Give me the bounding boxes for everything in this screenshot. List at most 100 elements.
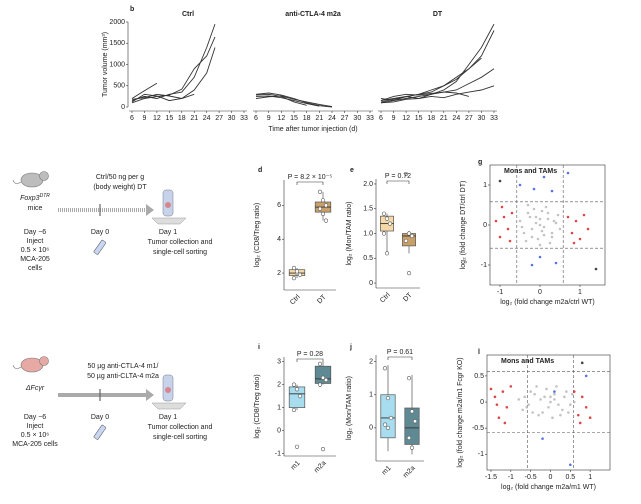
growth-curve: [131, 36, 216, 104]
gene-point: [550, 231, 554, 235]
y-axis-label: log₂ (CD8/Treg ratio): [254, 374, 261, 438]
x-tick-label: 9: [142, 115, 146, 122]
data-point: [317, 189, 323, 194]
data-point: [403, 171, 409, 177]
panel-letter: e: [350, 167, 354, 174]
gene-point: [552, 219, 556, 223]
mouse-strain-name: Foxp3: [20, 195, 40, 202]
data-point: [388, 415, 394, 421]
collection-text: Tumor collection and: [148, 424, 213, 431]
panel-letter: b: [130, 6, 134, 13]
growth-curve: [380, 30, 495, 102]
gene-point: [566, 215, 570, 219]
gene-point: [493, 395, 497, 399]
sorting-platform: [151, 402, 187, 410]
data-point: [297, 394, 303, 399]
data-point: [291, 382, 297, 387]
category-label: m1: [290, 460, 302, 472]
gene-point: [498, 235, 502, 239]
x-tick-label: 27: [341, 115, 349, 122]
gene-point: [546, 217, 550, 221]
gene-point: [548, 241, 552, 245]
box: [404, 407, 420, 445]
category-label: Ctrl: [289, 293, 302, 306]
y-tick-label: -1: [478, 451, 484, 458]
gene-point: [520, 225, 524, 229]
x-tick-label: -1.5: [485, 474, 497, 481]
gene-point: [561, 408, 564, 412]
x-tick-label: 24: [452, 115, 460, 122]
treatment-text: 50 µg anti-CTLA-4 m1/: [88, 363, 159, 370]
x-tick-label: 6: [130, 115, 134, 122]
x-tick-label: 9: [267, 115, 271, 122]
gene-point: [557, 403, 560, 406]
data-point: [406, 271, 412, 276]
gene-point: [518, 183, 522, 187]
x-tick-label: 0: [538, 289, 542, 296]
y-tick-label: -1: [481, 262, 487, 269]
data-point: [317, 361, 323, 367]
significance-bracket: [296, 358, 324, 362]
x-tick-label: 30: [228, 115, 236, 122]
data-point: [320, 198, 326, 203]
y-tick-label: 0: [480, 399, 484, 406]
gene-point: [550, 189, 554, 193]
x-tick-label: 15: [415, 115, 423, 122]
data-point: [323, 203, 329, 208]
arrow-head: [146, 204, 154, 216]
data-point: [320, 375, 326, 380]
x-tick-label: 18: [427, 115, 435, 122]
treatment-text: (body weight) DT: [93, 184, 147, 191]
x-tick-label: 21: [440, 115, 448, 122]
collection-text: single-cell sorting: [153, 434, 207, 441]
gene-point: [518, 219, 522, 223]
x-tick-label: 1: [588, 474, 592, 481]
y-tick-label: 1: [483, 182, 487, 189]
gene-point: [533, 392, 536, 396]
sorting-platform: [151, 217, 187, 225]
day0-label: Day 0: [91, 229, 109, 236]
y-tick-label: 2: [277, 270, 281, 277]
gene-point: [550, 235, 554, 239]
inject-text: cells: [28, 265, 43, 272]
gene-point: [578, 421, 582, 425]
gene-point: [541, 437, 544, 440]
gene-point: [489, 387, 493, 391]
inject-text: MCA-205: [20, 256, 50, 263]
x-tick-label: 27: [215, 115, 223, 122]
p-value: P = 0.72: [385, 173, 411, 180]
inject-text: 0.5 × 10⁶: [21, 432, 49, 439]
y-tick-label: 1000: [109, 61, 125, 68]
category-label: Ctrl: [379, 291, 392, 304]
gene-point: [528, 215, 532, 219]
inject-text: Inject: [27, 423, 44, 430]
x-tick-label: 12: [277, 115, 285, 122]
mouse-strain: Foxp3DTR: [20, 193, 50, 202]
box: [380, 394, 396, 439]
treatment-text: Ctrl/50 ng per g: [96, 174, 144, 181]
y-tick-label: -0.5: [472, 425, 484, 432]
mouse-head: [39, 171, 49, 181]
mouse-strain: ΔFcγr: [25, 385, 45, 392]
gene-point: [553, 398, 556, 401]
gene-point: [563, 395, 566, 399]
gene-point: [576, 413, 580, 417]
plot-frame: [486, 354, 611, 471]
category-label: DT: [402, 291, 414, 303]
tumor-cells: [165, 387, 171, 393]
y-tick-label: 1500: [109, 40, 125, 47]
y-tick-label: 0.5: [474, 373, 484, 380]
gene-point: [527, 403, 530, 406]
y-tick-label: 4: [277, 236, 281, 243]
plot-frame: [489, 164, 606, 286]
gene-point: [565, 390, 568, 393]
x-axis-label: Time after tumor injection (d): [268, 126, 357, 133]
panel-letter: d: [258, 167, 262, 174]
growth-curve: [380, 23, 495, 104]
panel-title: DT: [433, 11, 443, 18]
y-tick-label: 500: [113, 83, 125, 90]
data-point: [409, 233, 415, 239]
x-tick-label: -1: [497, 289, 503, 296]
day1-label: Day 1: [159, 229, 177, 236]
